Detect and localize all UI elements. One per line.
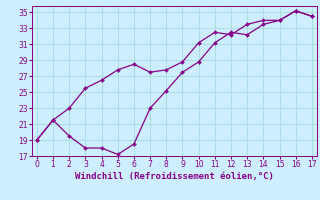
- X-axis label: Windchill (Refroidissement éolien,°C): Windchill (Refroidissement éolien,°C): [75, 172, 274, 181]
